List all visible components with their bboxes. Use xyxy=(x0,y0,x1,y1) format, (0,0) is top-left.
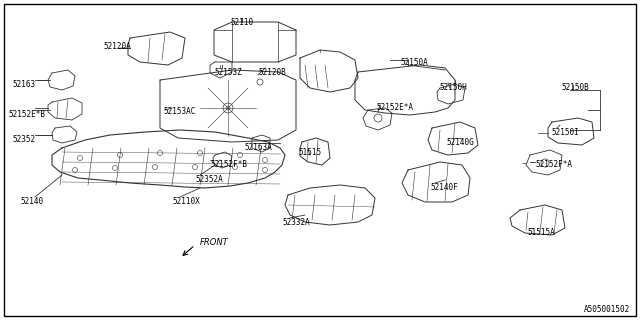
Text: 52163: 52163 xyxy=(12,80,35,89)
Text: 52110X: 52110X xyxy=(172,197,200,206)
Text: 52152F*B: 52152F*B xyxy=(210,160,247,169)
Text: 52140G: 52140G xyxy=(446,138,474,147)
Text: 52153Z: 52153Z xyxy=(214,68,242,77)
Text: 52150I: 52150I xyxy=(551,128,579,137)
Text: 52153AC: 52153AC xyxy=(163,107,195,116)
Text: 52152E*B: 52152E*B xyxy=(8,110,45,119)
Text: 52352A: 52352A xyxy=(195,175,223,184)
Text: 51515A: 51515A xyxy=(527,228,555,237)
Text: 52152E*A: 52152E*A xyxy=(376,103,413,112)
Text: 52120B: 52120B xyxy=(258,68,285,77)
Text: 52110: 52110 xyxy=(230,18,253,27)
Text: 52152F*A: 52152F*A xyxy=(535,160,572,169)
Text: 51515: 51515 xyxy=(298,148,321,157)
Text: 52140: 52140 xyxy=(20,197,43,206)
Text: 52150H: 52150H xyxy=(439,83,467,92)
Text: 52332A: 52332A xyxy=(282,218,310,227)
Text: 52150A: 52150A xyxy=(400,58,428,67)
Text: 52120A: 52120A xyxy=(103,42,131,51)
Text: 52140F: 52140F xyxy=(430,183,458,192)
Text: 52150B: 52150B xyxy=(561,83,589,92)
Text: FRONT: FRONT xyxy=(200,238,228,247)
Text: 52352: 52352 xyxy=(12,135,35,144)
Text: A505001502: A505001502 xyxy=(584,305,630,314)
Text: 52163A: 52163A xyxy=(244,143,272,152)
